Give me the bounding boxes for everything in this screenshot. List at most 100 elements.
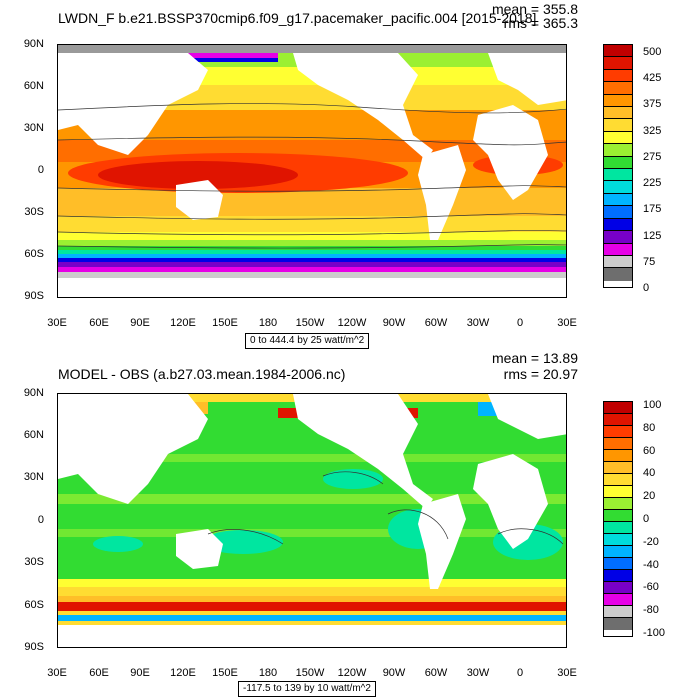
colorbar-segment	[604, 243, 632, 256]
p2-lat-60s: 60S	[24, 599, 44, 611]
colorbar-label: 225	[643, 177, 662, 190]
colorbar-segment	[604, 582, 632, 594]
colorbar-label: 60	[643, 444, 656, 457]
colorbar-label: 125	[643, 229, 662, 242]
p1-lon-120e: 120E	[170, 317, 196, 329]
panel2-rms: rms = 20.97	[503, 366, 578, 382]
colorbar-label: 0	[643, 513, 650, 525]
colorbar-label: 500	[643, 46, 662, 58]
p2-lat-30n: 30N	[23, 471, 44, 483]
p2-lon-120w: 120W	[337, 667, 367, 679]
panel1-map	[57, 44, 567, 298]
p1-lon-30e-end: 30E	[557, 317, 577, 329]
colorbar-segment	[604, 510, 632, 522]
colorbar-label: 325	[643, 124, 662, 137]
colorbar-segment	[604, 426, 632, 438]
colorbar-segment	[604, 570, 632, 582]
colorbar-segment	[604, 450, 632, 462]
p1-lat-0: 0	[37, 164, 44, 176]
p1-lon-0: 0	[516, 317, 524, 329]
p2-lon-150e: 150E	[212, 667, 238, 679]
colorbar-label: 275	[643, 150, 662, 163]
colorbar-label: 100	[643, 399, 662, 411]
panel1-range-label: 0 to 444.4 by 25 watt/m^2	[245, 333, 370, 349]
colorbar-segment	[604, 606, 632, 618]
colorbar-segment	[604, 618, 632, 630]
panel2-range-label: -117.5 to 139 by 10 watt/m^2	[238, 681, 376, 697]
colorbar-segment	[604, 144, 632, 157]
colorbar-segment	[604, 193, 632, 207]
colorbar-label: -80	[643, 604, 659, 617]
colorbar-segment	[604, 558, 632, 570]
colorbar-label: 175	[643, 203, 662, 216]
panel1-map-graphic	[58, 45, 566, 297]
colorbar-segment	[604, 206, 632, 219]
panel2-map	[57, 393, 567, 648]
p2-lat-30s: 30S	[24, 556, 44, 568]
colorbar-segment	[604, 82, 632, 95]
p1-lon-150w: 150W	[295, 317, 325, 329]
colorbar-segment	[604, 268, 632, 281]
colorbar-segment	[604, 546, 632, 558]
p1-lon-150e: 150E	[212, 317, 238, 329]
colorbar-segment	[604, 498, 632, 510]
p2-lat-90n: 90N	[23, 387, 44, 399]
colorbar-label: 375	[643, 98, 662, 111]
panel1-rms: rms = 365.3	[503, 15, 578, 31]
colorbar-label: -60	[643, 581, 659, 594]
colorbar-segment	[604, 255, 632, 269]
p2-lon-120e: 120E	[170, 667, 196, 679]
colorbar-segment	[604, 45, 632, 58]
p1-lon-30e: 30E	[47, 317, 67, 329]
colorbar-segment	[604, 594, 632, 606]
colorbar-segment	[604, 169, 632, 182]
p1-lat-60s: 60S	[24, 248, 44, 260]
colorbar-segment	[604, 474, 632, 486]
colorbar-segment	[604, 131, 632, 145]
panel2-colorbar	[603, 401, 633, 637]
p2-lon-0: 0	[516, 667, 524, 679]
colorbar-label: 0	[643, 282, 650, 294]
p1-lon-60w: 60W	[424, 317, 448, 329]
p2-lon-90e: 90E	[130, 667, 150, 679]
colorbar-segment	[604, 402, 632, 414]
panel1-title: LWDN_F b.e21.BSSP370cmip6.f09_g17.pacema…	[58, 10, 537, 26]
panel1-mean: mean = 355.8	[491, 1, 578, 17]
p1-lon-90w: 90W	[382, 317, 406, 329]
colorbar-segment	[604, 57, 632, 70]
colorbar-segment	[604, 462, 632, 474]
colorbar-segment	[604, 486, 632, 498]
colorbar-segment	[604, 107, 632, 120]
colorbar-segment	[604, 438, 632, 450]
colorbar-segment	[604, 69, 632, 83]
colorbar-segment	[604, 181, 632, 194]
p1-lat-90s: 90S	[24, 290, 44, 302]
colorbar-label: 20	[643, 490, 656, 503]
colorbar-segment	[604, 218, 632, 232]
colorbar-segment	[604, 119, 632, 132]
p1-lon-180: 180	[258, 317, 278, 329]
p1-lat-30s: 30S	[24, 206, 44, 218]
p1-lon-30w: 30W	[466, 317, 490, 329]
colorbar-segment	[604, 94, 632, 108]
p1-lat-30n: 30N	[23, 122, 44, 134]
panel2-mean: mean = 13.89	[491, 350, 578, 366]
colorbar-label: 80	[643, 421, 656, 434]
p2-lon-60e: 60E	[89, 667, 109, 679]
colorbar-label: 40	[643, 467, 656, 480]
p2-lon-180: 180	[258, 667, 278, 679]
colorbar-label: 425	[643, 72, 662, 85]
p1-lon-90e: 90E	[130, 317, 150, 329]
panel2-title: MODEL - OBS (a.b27.03.mean.1984-2006.nc)	[58, 366, 346, 382]
colorbar-segment	[604, 534, 632, 546]
colorbar-label: -100	[643, 627, 666, 639]
p1-lon-60e: 60E	[89, 317, 109, 329]
p1-lat-90n: 90N	[23, 38, 44, 50]
p2-lon-90w: 90W	[382, 667, 406, 679]
p2-lon-150w: 150W	[295, 667, 325, 679]
p2-lon-60w: 60W	[424, 667, 448, 679]
p2-lat-90s: 90S	[24, 641, 44, 653]
colorbar-label: -40	[643, 558, 659, 571]
p2-lat-60n: 60N	[23, 429, 44, 441]
panel1-colorbar	[603, 44, 633, 288]
